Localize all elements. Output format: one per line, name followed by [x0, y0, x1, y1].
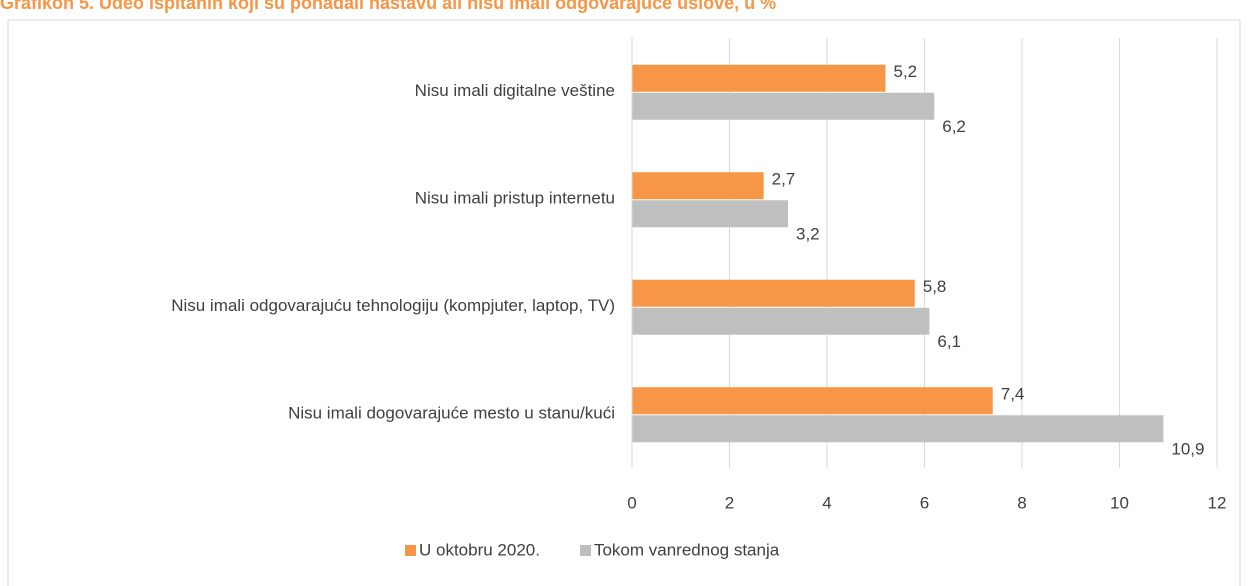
bar	[632, 92, 935, 120]
bar	[632, 279, 915, 307]
data-label: 6,2	[942, 117, 966, 136]
x-tick-label: 8	[1017, 493, 1026, 512]
y-tick-label: Nisu imali dogovarajuće mesto u stanu/ku…	[288, 404, 615, 423]
y-tick-label: Nisu imali digitalne veštine	[415, 81, 615, 100]
data-label: 10,9	[1171, 440, 1204, 459]
data-label: 5,2	[894, 62, 918, 81]
bar	[632, 415, 1164, 443]
bar	[632, 307, 930, 335]
data-label: 2,7	[772, 170, 796, 189]
data-label: 7,4	[1001, 385, 1025, 404]
x-tick-label: 6	[920, 493, 929, 512]
bar	[632, 387, 993, 415]
x-tick-label: 2	[725, 493, 734, 512]
bar	[632, 172, 764, 200]
chart-title: Grafikon 5. Udeo ispitanih koji su pohađ…	[0, 0, 776, 13]
x-tick-label: 10	[1110, 493, 1129, 512]
bar	[632, 64, 886, 92]
chart-border	[7, 19, 1241, 586]
legend-swatch	[405, 545, 416, 556]
y-tick-label: Nisu imali odgovarajuću tehnologiju (kom…	[171, 296, 615, 315]
legend-swatch	[579, 545, 591, 556]
x-tick-label: 0	[627, 493, 636, 512]
data-label: 5,8	[923, 277, 947, 296]
x-tick-label: 4	[822, 493, 831, 512]
y-tick-label: Nisu imali pristup internetu	[415, 189, 615, 208]
legend-label: U oktobru 2020.	[419, 540, 540, 559]
data-label: 6,1	[937, 332, 961, 351]
x-tick-label: 12	[1208, 493, 1227, 512]
data-label: 3,2	[796, 225, 820, 244]
legend-label: Tokom vanrednog stanja	[594, 540, 780, 559]
bar	[632, 200, 788, 228]
